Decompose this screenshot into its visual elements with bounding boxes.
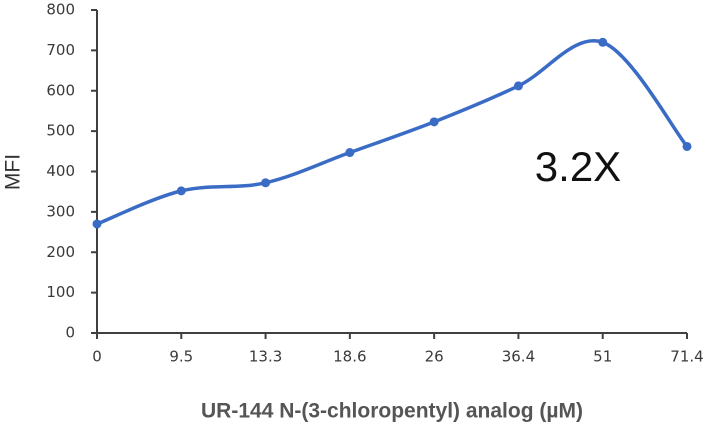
- point-marker: [176, 186, 186, 196]
- x-tick-label: 13.3: [249, 348, 282, 366]
- point-marker: [261, 178, 271, 188]
- y-tick-label: 600: [46, 81, 75, 99]
- x-tick-label: 36.4: [502, 348, 535, 366]
- y-axis-label: MFI: [2, 154, 25, 190]
- x-tick-label: 9.5: [169, 348, 193, 366]
- y-tick-label: 0: [65, 324, 75, 342]
- point-marker: [598, 37, 608, 47]
- y-tick-label: 300: [46, 202, 75, 220]
- point-marker: [429, 117, 439, 127]
- y-tick-label: 500: [46, 122, 75, 140]
- y-tick-label: 100: [46, 283, 75, 301]
- x-tick-label: 51: [593, 348, 612, 366]
- point-marker: [92, 219, 102, 229]
- annotation: 3.2X: [535, 143, 621, 190]
- y-tick-label: 400: [46, 162, 75, 180]
- y-tick-label: 800: [46, 1, 75, 19]
- y-tick-label: 200: [46, 243, 75, 261]
- series-line: [96, 38, 689, 226]
- x-tick-label: 26: [425, 348, 444, 366]
- point-marker: [513, 81, 523, 91]
- point-marker: [345, 148, 355, 158]
- x-tick-label: 71.4: [670, 348, 703, 366]
- x-tick-label: 0: [92, 348, 102, 366]
- x-tick-label: 18.6: [333, 348, 366, 366]
- point-marker: [682, 141, 692, 151]
- y-tick-label: 700: [46, 41, 75, 59]
- x-axis-label: UR-144 N-(3-chloropentyl) analog (µM): [201, 400, 583, 423]
